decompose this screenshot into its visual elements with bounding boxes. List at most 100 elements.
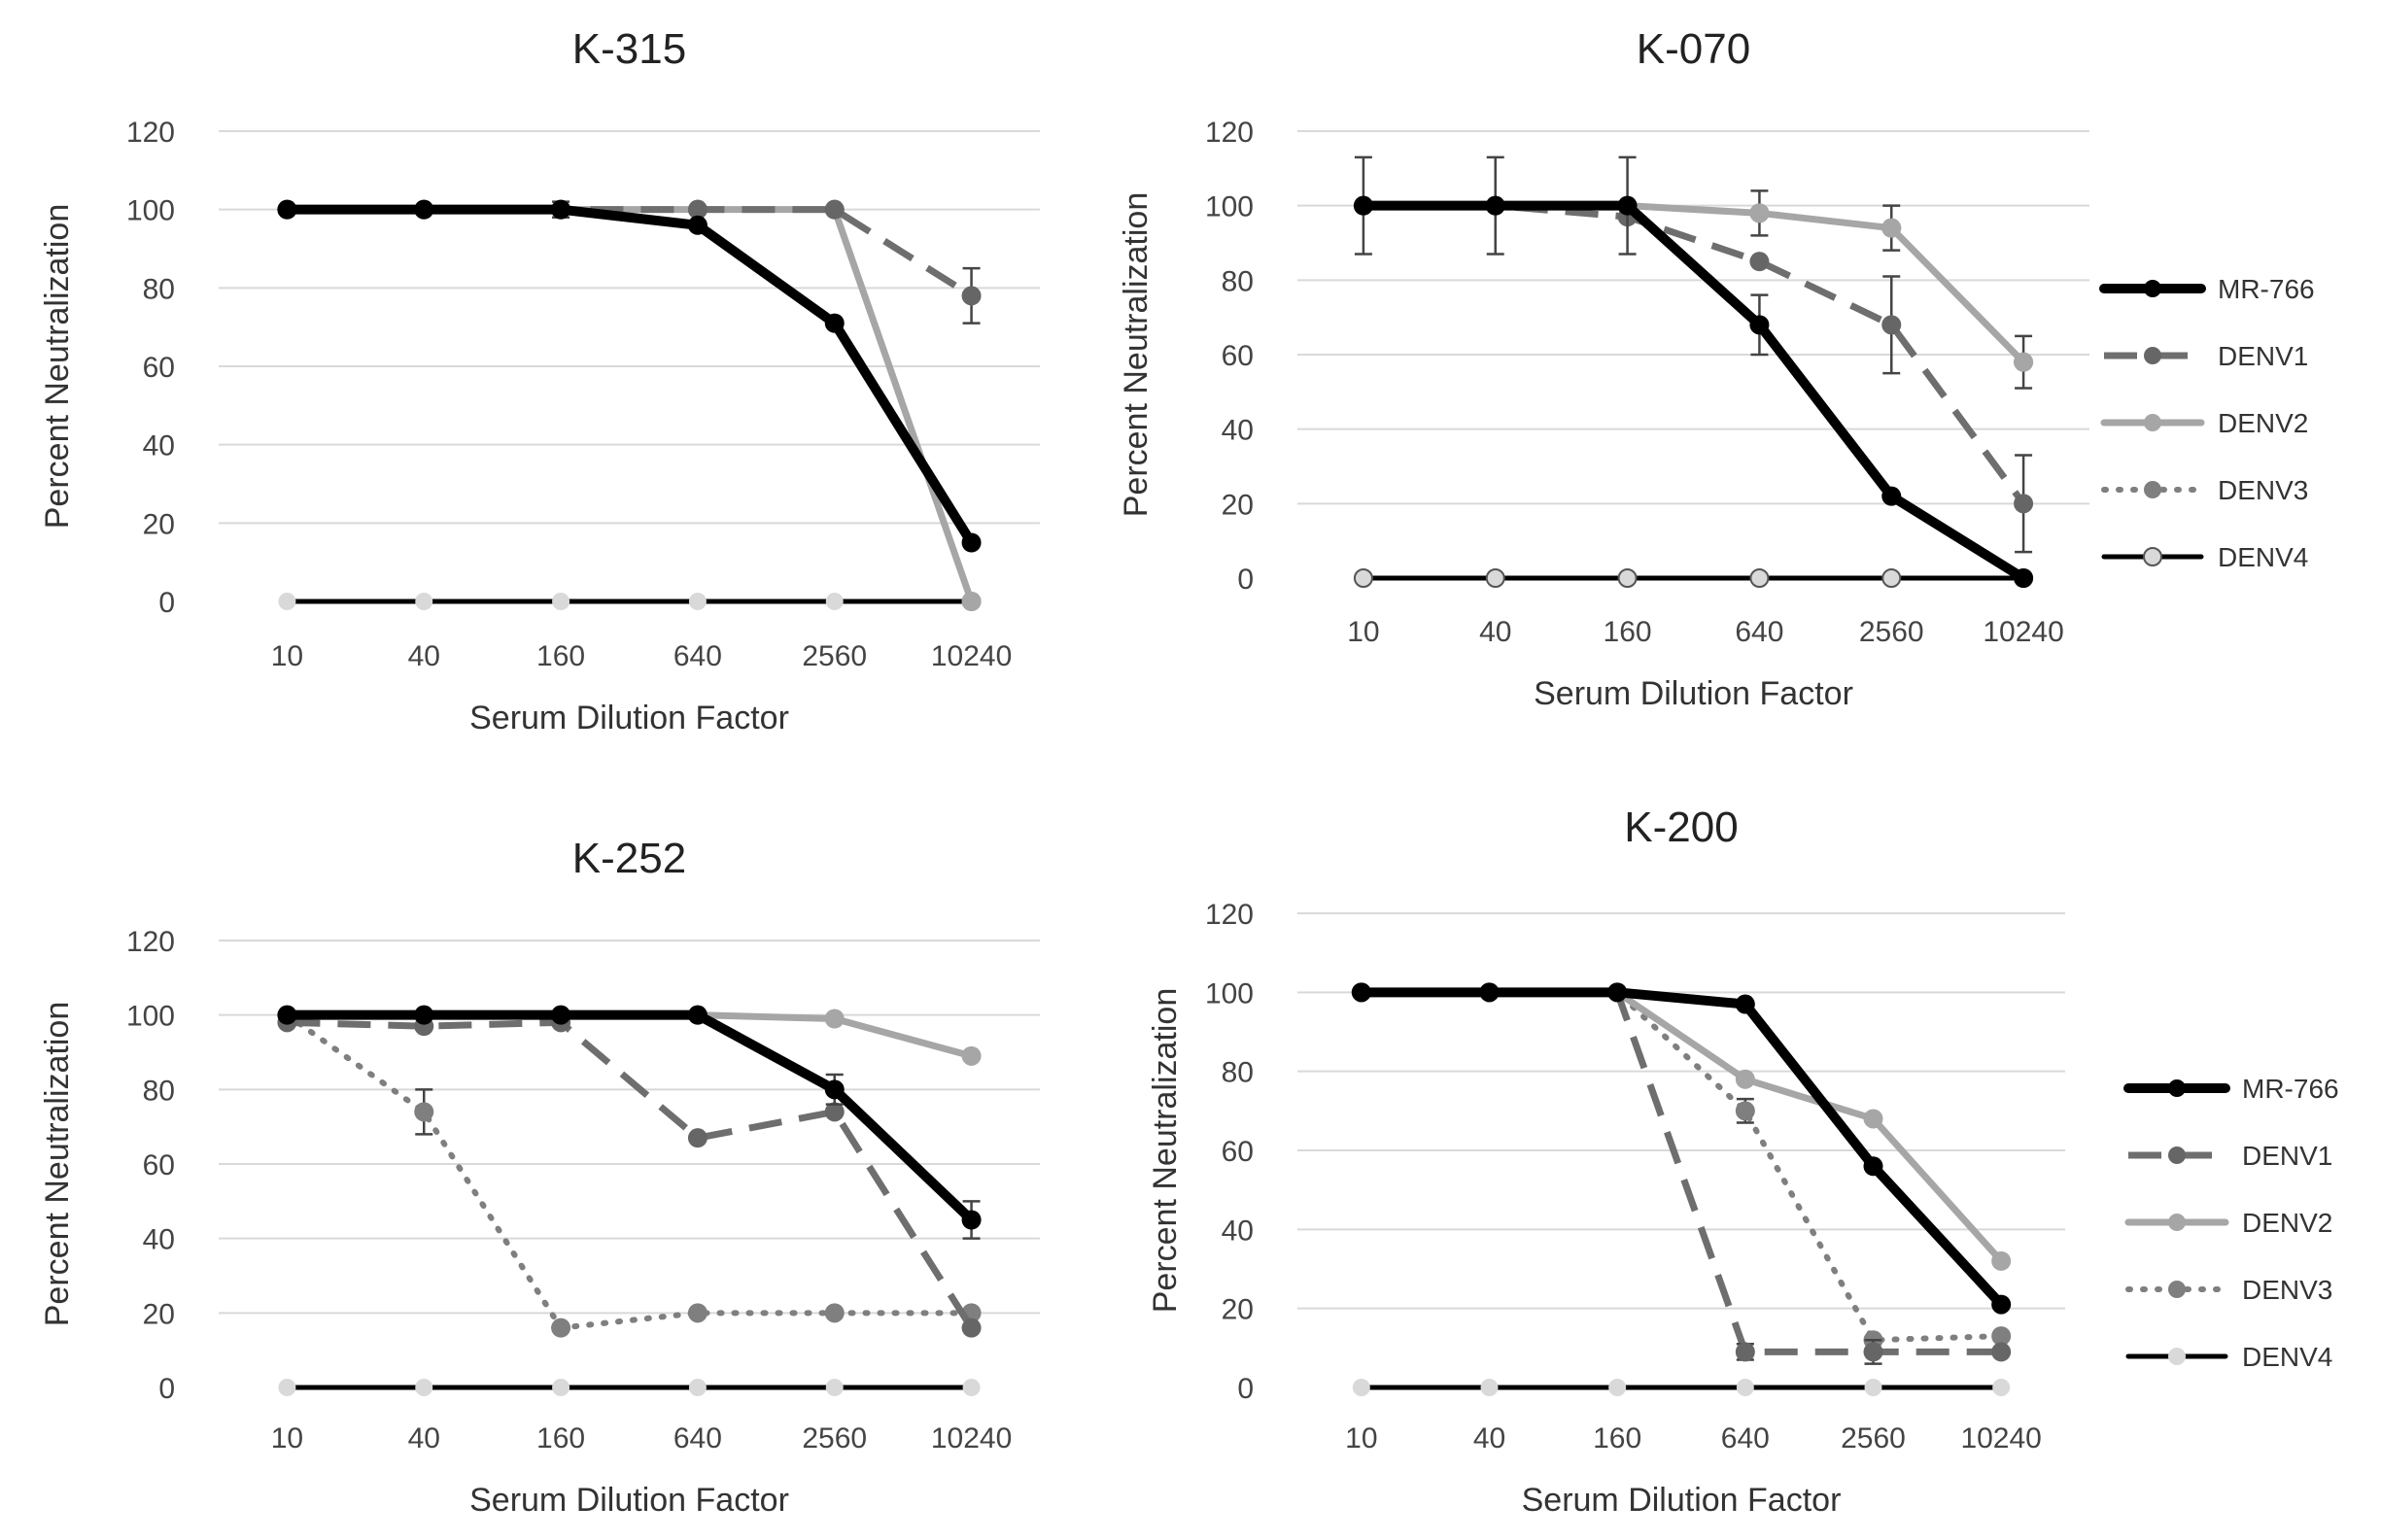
x-tick-label: 10240 [931,640,1012,672]
x-tick-label: 40 [408,640,440,672]
y-tick-label: 40 [1222,415,1254,447]
x-tick-label: 10240 [1983,616,2063,648]
x-tick-label: 2560 [1859,616,1924,648]
legend: MR-766 DENV1 DENV2 DENV3 DENV4 [2123,1074,2339,1372]
series-line-mr-766 [282,1010,977,1225]
y-tick-label: 100 [1205,977,1254,1010]
legend-label-denv3: DENV3 [2218,475,2308,505]
chart-title: K-070 [1637,25,1750,73]
x-tick-label: 10 [1347,616,1379,648]
data-point-mr-766 [277,199,297,220]
data-point-denv3 [414,1102,434,1122]
data-point-denv4 [415,593,433,610]
data-point-denv2 [961,1045,982,1066]
series-denv3 [277,199,982,611]
series-line-denv2 [1360,202,2027,366]
series-line-denv3 [1360,202,2027,365]
legend-marker-denv4 [2168,1348,2186,1365]
x-tick-label: 2560 [1841,1422,1906,1454]
data-point-denv1 [961,1318,982,1338]
data-point-mr-766 [1617,195,1638,216]
data-point-mr-766 [2014,568,2034,588]
series-mr-766 [277,1005,982,1240]
y-tick-label: 80 [143,1075,175,1107]
x-tick-label: 160 [536,1422,585,1454]
data-point-denv4 [415,1379,433,1396]
chart-title: K-252 [572,835,686,882]
data-point-denv4 [1353,568,1373,588]
series-denv4 [278,1379,981,1396]
data-point-denv4 [1485,568,1505,588]
y-tick-label: 20 [1222,1294,1254,1326]
series-denv4 [1353,568,2034,588]
x-tick-label: 10 [271,1422,303,1454]
series-denv2 [1353,189,2034,390]
y-tick-label: 20 [1222,489,1254,521]
data-point-denv4 [1881,568,1902,588]
data-point-denv4 [688,593,707,610]
x-tick-label: 2560 [802,1422,867,1454]
y-tick-label: 80 [1222,265,1254,297]
data-point-denv4 [1992,1379,2011,1396]
y-tick-label: 0 [158,1373,175,1405]
data-point-denv4 [1736,1379,1754,1396]
data-point-denv2 [1881,218,1902,238]
data-point-denv1 [1881,315,1902,335]
data-point-denv2 [1749,203,1770,223]
data-point-mr-766 [414,199,434,220]
y-tick-label: 80 [1222,1057,1254,1089]
series-line-denv2 [283,206,976,605]
y-tick-label: 60 [143,352,175,384]
y-tick-label: 100 [126,195,175,227]
y-axis-label: Percent Neutralization [39,204,76,530]
legend-label-denv1: DENV1 [2242,1141,2332,1171]
series-line-denv2 [1358,988,2005,1265]
chart-panel-k-200: K-200 0 20 40 60 80 100 120 10 40 160 640 2560 10240 S… [1147,804,2339,1519]
x-tick-label: 640 [673,1422,722,1454]
data-point-mr-766 [1479,982,1500,1003]
legend: MR-766 DENV1 DENV2 DENV3 DENV4 [2099,274,2315,572]
data-point-denv4 [825,1379,844,1396]
y-tick-label: 100 [126,1001,175,1033]
x-tick-label: 10240 [931,1422,1012,1454]
y-axis-label: Percent Neutralization [1147,988,1184,1314]
data-point-mr-766 [687,215,707,235]
data-point-denv2 [824,1009,845,1029]
legend-marker-denv3 [2168,1281,2186,1298]
legend-marker-denv1 [2168,1146,2186,1164]
legend-marker-mr-766 [2168,1079,2186,1097]
data-point-mr-766 [1749,315,1770,335]
y-axis-label: Percent Neutralization [39,1002,76,1327]
y-tick-label: 120 [126,926,175,958]
data-point-denv1 [824,1102,845,1122]
data-point-mr-766 [961,532,982,553]
data-point-mr-766 [824,1079,845,1100]
data-point-mr-766 [1735,994,1755,1014]
y-tick-label: 40 [143,430,175,462]
legend-marker-denv3 [2144,481,2161,498]
legend-label-mr-766: MR-766 [2242,1074,2339,1104]
data-point-mr-766 [687,1005,707,1025]
x-tick-label: 640 [1735,616,1783,648]
y-tick-label: 40 [143,1224,175,1256]
legend-label-denv4: DENV4 [2218,542,2308,572]
legend-label-denv4: DENV4 [2242,1342,2332,1372]
data-point-mr-766 [1991,1294,2012,1315]
data-point-denv3 [687,1303,707,1323]
series-denv1 [277,1012,982,1338]
series-denv1 [1353,195,2034,554]
data-point-denv3 [1735,1101,1755,1121]
data-point-denv4 [278,593,296,610]
x-tick-label: 160 [536,640,585,672]
y-tick-label: 60 [143,1149,175,1181]
data-point-denv2 [1735,1069,1755,1089]
data-point-denv4 [825,593,844,610]
data-point-denv1 [961,286,982,306]
data-point-denv1 [1749,252,1770,272]
data-point-denv2 [1863,1109,1883,1129]
x-tick-label: 40 [408,1422,440,1454]
y-tick-label: 120 [1205,117,1254,149]
series-denv2 [1351,982,2012,1271]
data-point-denv4 [688,1379,707,1396]
series-mr-766 [1353,155,2034,588]
